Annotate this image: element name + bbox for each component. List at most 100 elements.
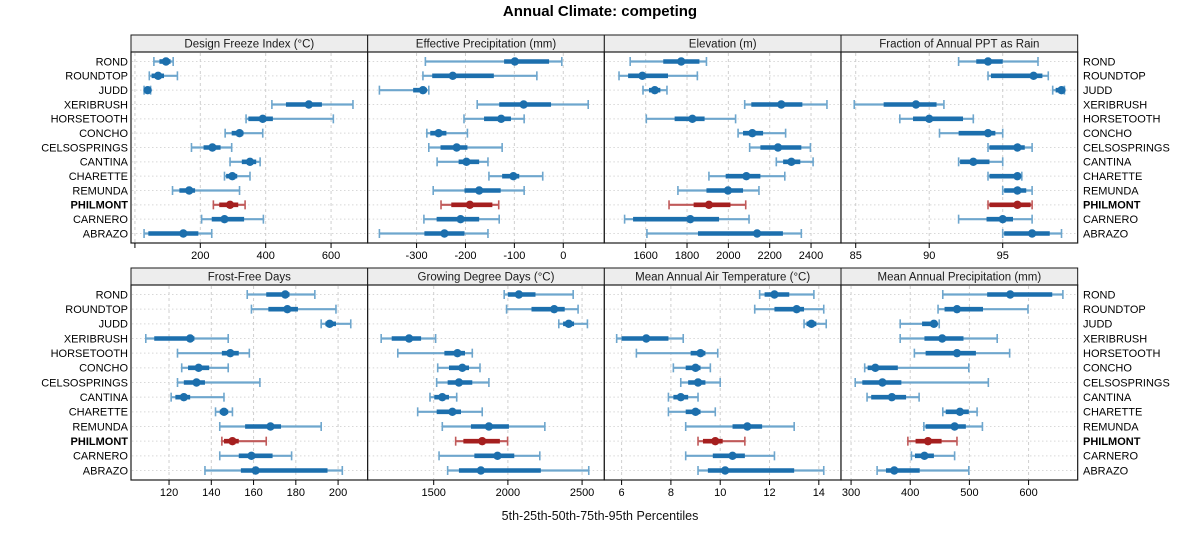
site-label-left-cantina: CANTINA <box>80 157 129 169</box>
median-dot <box>807 319 816 329</box>
median-dot <box>787 157 796 167</box>
median-dot <box>434 128 443 138</box>
median-dot <box>184 186 194 195</box>
interval-cantina <box>229 157 261 167</box>
site-label-left-roundtop: ROUNDTOP <box>65 71 128 83</box>
median-dot <box>448 71 457 81</box>
panel-frost-free-days: Frost-Free Days 120 140 160 180 200 <box>130 267 369 499</box>
median-dot <box>185 334 195 343</box>
axis-tick-label: 180 <box>287 487 305 499</box>
median-dot <box>266 422 275 431</box>
median-dot <box>686 214 695 224</box>
interval-roundtop <box>250 304 337 314</box>
axis-tick-label: 400 <box>901 487 919 499</box>
interval-charette <box>987 171 1023 181</box>
interval-cantina <box>436 157 489 167</box>
site-label-left-charette: CHARETTE <box>69 171 128 183</box>
median-dot <box>688 114 697 124</box>
median-dot <box>325 319 334 329</box>
median-dot <box>465 200 475 210</box>
median-dot <box>728 451 737 461</box>
strip-title: Growing Degree Days (°C) <box>418 272 555 284</box>
interval-charette <box>708 171 786 181</box>
interval-philmont <box>440 200 500 210</box>
axis-tick-label: -200 <box>454 250 476 262</box>
median-dot <box>1029 71 1038 81</box>
median-dot <box>1013 143 1022 152</box>
interval-remunda <box>218 422 322 431</box>
site-label-right-philmont: PHILMONT <box>1083 436 1141 448</box>
interval-philmont <box>697 436 746 446</box>
site-label-left-xeribrush: XERIBRUSH <box>64 99 128 111</box>
interval-abrazo <box>143 229 213 238</box>
panel-effective-precipitation-mm-: Effective Precipitation (mm) -300 -200 -100… <box>367 34 605 262</box>
median-dot <box>462 157 471 167</box>
median-dot <box>192 378 201 387</box>
median-dot <box>937 334 947 343</box>
site-label-right-abrazo: ABRAZO <box>1083 228 1129 240</box>
interval-remunda <box>171 186 241 195</box>
median-dot <box>208 143 217 152</box>
axis-tick-label: 90 <box>923 250 935 262</box>
axis-caption: 5th-25th-50th-75th-95th Percentiles <box>501 509 699 523</box>
median-dot <box>448 407 457 417</box>
median-dot <box>752 229 762 238</box>
axis-tick-label: 140 <box>202 487 220 499</box>
median-dot <box>871 363 880 373</box>
strip-title: Elevation (m) <box>689 39 757 51</box>
interval-carnero <box>957 214 1033 224</box>
median-dot <box>923 436 933 446</box>
interval-abrazo <box>378 229 489 238</box>
site-label-right-remunda: REMUNDA <box>1083 421 1139 433</box>
interval-concho <box>426 128 469 138</box>
site-label-left-carnero: CARNERO <box>73 214 128 226</box>
interval-judd <box>378 85 430 95</box>
interval-abrazo <box>1001 229 1063 238</box>
axis-tick-label: -100 <box>503 250 525 262</box>
interval-philmont <box>212 200 246 210</box>
site-label-right-charette: CHARETTE <box>1083 171 1142 183</box>
median-dot <box>283 304 292 314</box>
median-dot <box>770 290 779 299</box>
site-label-right-judd: JUDD <box>1083 319 1112 331</box>
interval-judd <box>803 319 828 329</box>
site-label-left-xeribrush: XERIBRUSH <box>64 333 128 345</box>
axis-tick-label: 200 <box>329 487 347 499</box>
interval-carnero <box>423 214 501 224</box>
median-dot <box>952 304 962 314</box>
interval-judd <box>143 85 152 95</box>
median-dot <box>691 407 700 417</box>
median-dot <box>878 378 887 387</box>
median-dot <box>452 143 461 152</box>
site-label-right-abrazo: ABRAZO <box>1083 465 1129 477</box>
interval-xeribrush <box>853 100 945 109</box>
interval-carnero <box>218 451 293 461</box>
axis-tick-label: 8 <box>668 487 674 499</box>
median-dot <box>887 392 897 402</box>
interval-celsosprings <box>190 143 233 152</box>
axis-tick-label: 6 <box>619 487 625 499</box>
interval-celsosprings <box>854 378 990 387</box>
axis-tick-label: 2000 <box>496 487 520 499</box>
median-dot <box>484 422 494 431</box>
interval-roundtop <box>753 304 825 314</box>
median-dot <box>1013 200 1022 210</box>
median-dot <box>247 451 256 461</box>
axis-tick-label: 500 <box>960 487 978 499</box>
interval-xeribrush <box>271 100 354 109</box>
median-dot <box>1027 229 1037 238</box>
axis-tick-label: 2000 <box>716 250 740 262</box>
site-label-right-xeribrush: XERIBRUSH <box>1083 333 1147 345</box>
strip-title: Mean Annual Precipitation (mm) <box>878 272 1042 284</box>
panel-border <box>840 284 1079 481</box>
interval-celsosprings <box>679 378 722 387</box>
median-dot <box>952 348 962 358</box>
median-dot <box>638 71 647 81</box>
site-label-left-philmont: PHILMONT <box>71 436 129 448</box>
site-label-left-judd: JUDD <box>99 85 128 97</box>
median-dot <box>510 57 520 66</box>
interval-xeribrush <box>615 334 685 343</box>
median-dot <box>911 100 921 109</box>
interval-cantina <box>957 157 1004 167</box>
